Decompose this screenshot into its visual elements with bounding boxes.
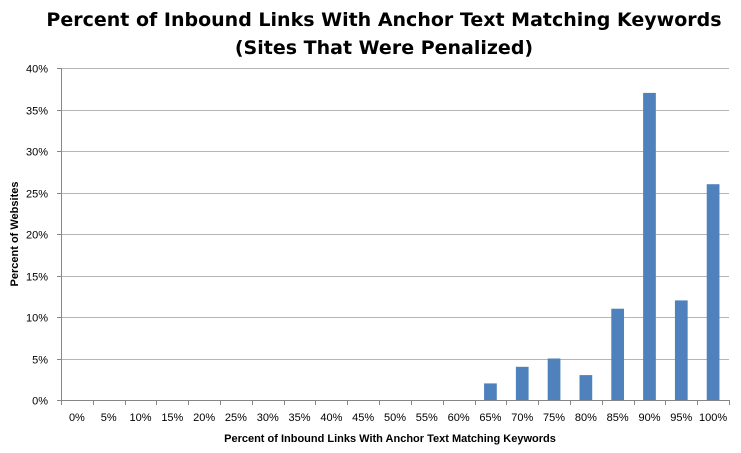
y-tick-label: 5%: [32, 355, 48, 367]
x-tick-label: 0%: [69, 412, 85, 424]
x-tick-label: 25%: [225, 412, 247, 424]
x-tick-label: 45%: [352, 412, 374, 424]
x-tick-label: 90%: [638, 412, 660, 424]
x-tick-label: 85%: [607, 412, 629, 424]
chart-title-line-1: Percent of Inbound Links With Anchor Tex…: [46, 9, 721, 31]
x-tick-label: 30%: [257, 412, 279, 424]
x-tick-label: 65%: [479, 412, 501, 424]
x-tick-label: 70%: [511, 412, 533, 424]
x-tick-label: 40%: [320, 412, 342, 424]
y-tick-label: 40%: [26, 64, 48, 76]
y-tick-label: 10%: [26, 313, 48, 325]
gridlines: [61, 68, 729, 360]
chart-title-line-2: (Sites That Were Penalized): [235, 37, 533, 59]
x-tick-label: 100%: [699, 412, 727, 424]
y-tick-label: 25%: [26, 189, 48, 201]
x-tick-label: 80%: [575, 412, 597, 424]
y-tick-label: 35%: [26, 106, 48, 118]
x-tick-label: 5%: [101, 412, 117, 424]
bar: [484, 383, 497, 400]
bar: [579, 375, 593, 400]
y-tick-label: 20%: [26, 230, 48, 242]
x-axis-label: Percent of Inbound Links With Anchor Tex…: [224, 433, 556, 445]
x-tick-label: 50%: [384, 412, 406, 424]
x-tick-labels: 0% 5% 10% 15% 20% 25% 30% 35% 40% 45% 50% 55% 60% 65%…: [61, 400, 730, 424]
x-tick-label: 10%: [130, 412, 152, 424]
bar: [515, 366, 529, 400]
y-tick-label: 15%: [26, 272, 48, 284]
axes: [61, 68, 729, 401]
y-tick-labels: 0% 5% 10% 15% 20% 25% 30% 35% 40%: [26, 64, 61, 408]
x-tick-label: 55%: [416, 412, 438, 424]
bars: [484, 92, 720, 401]
y-tick-label: 30%: [26, 147, 48, 159]
x-tick-label: 20%: [193, 412, 215, 424]
x-tick-label: 35%: [289, 412, 311, 424]
y-axis-label: Percent of Websites: [9, 182, 21, 287]
bar: [674, 300, 688, 400]
bar: [706, 184, 720, 400]
x-tick-label: 95%: [670, 412, 692, 424]
y-tick-label: 0%: [32, 396, 48, 408]
x-tick-label: 15%: [161, 412, 183, 424]
bar: [611, 308, 625, 400]
bar: [643, 92, 656, 401]
x-tick-label: 60%: [448, 412, 470, 424]
bar: [547, 358, 561, 400]
x-tick-label: 75%: [543, 412, 565, 424]
